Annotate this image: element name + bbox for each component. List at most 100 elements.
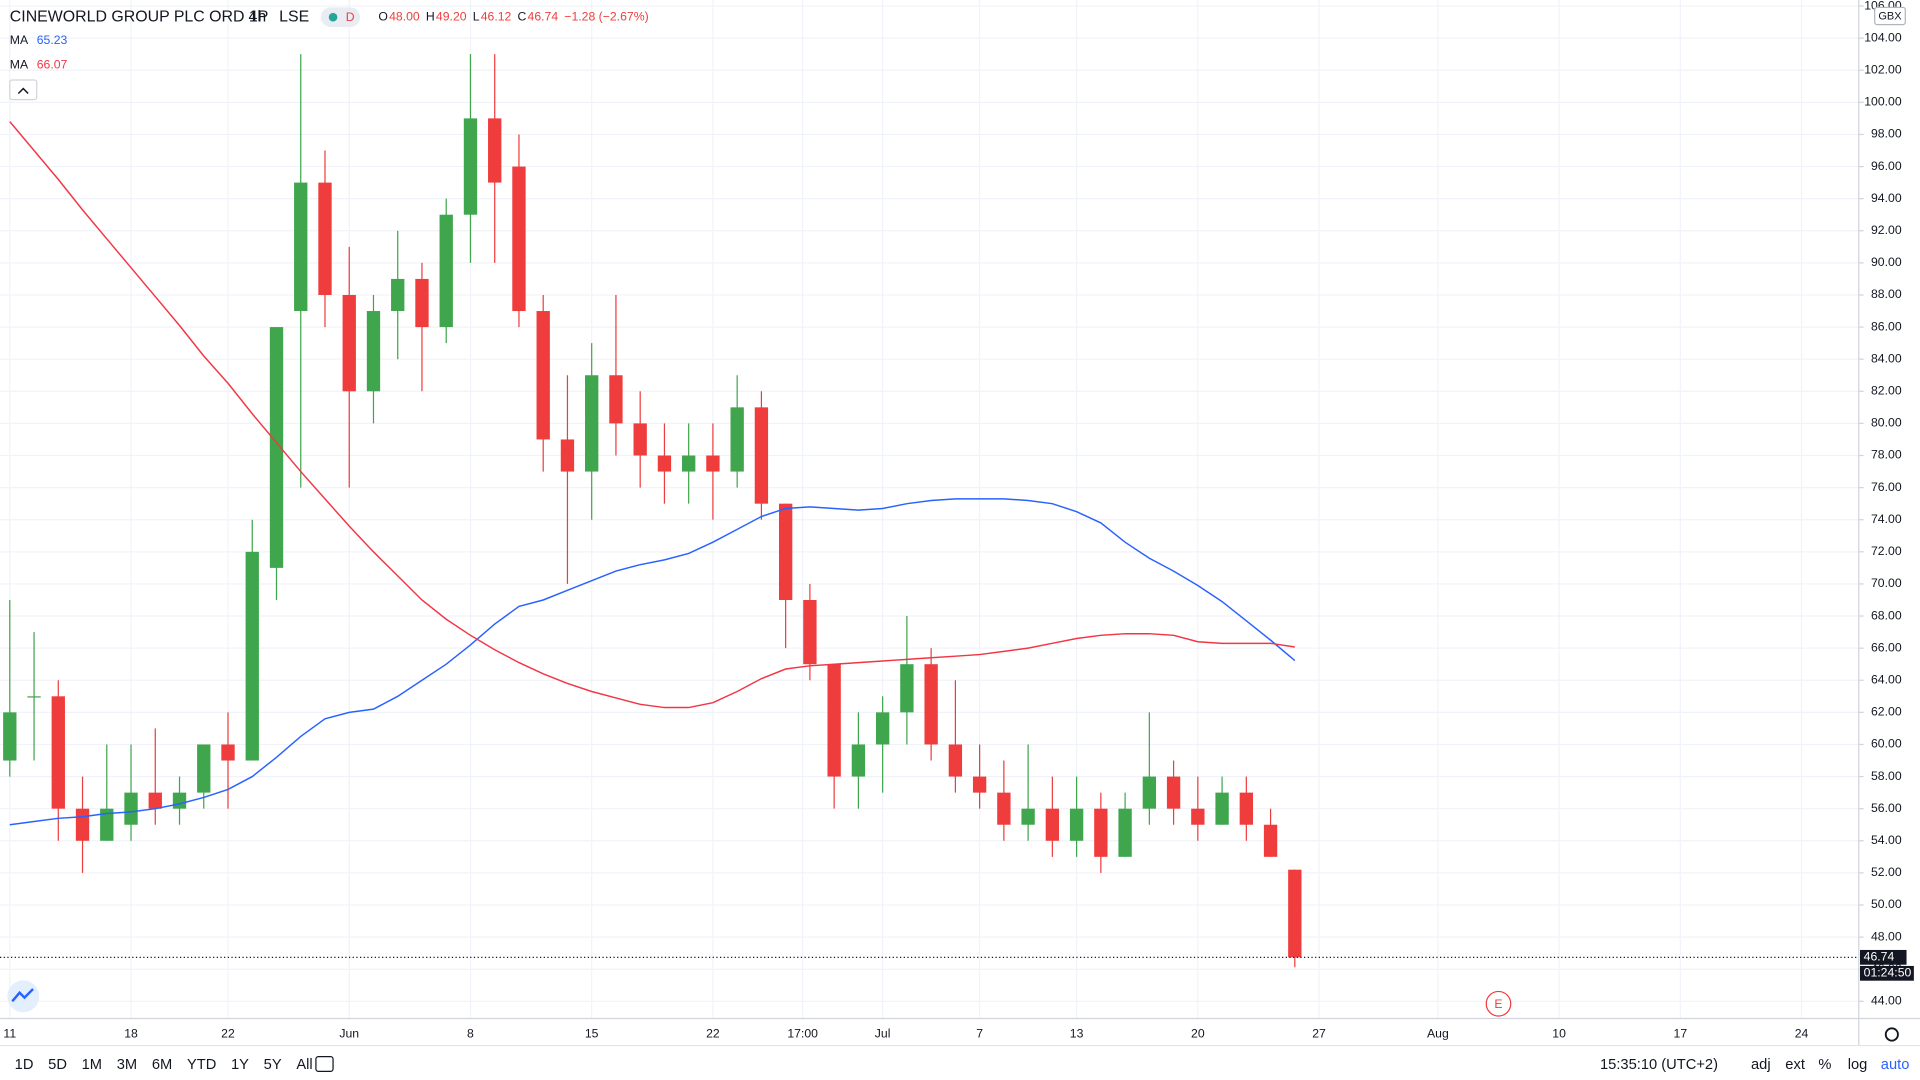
candle-body (803, 599, 817, 665)
period-button[interactable]: 1M (82, 1057, 102, 1073)
ohlc-key: C (517, 9, 526, 23)
ohlc-value: 49.20 (436, 9, 467, 23)
y-tick-label: 50.00 (1871, 897, 1902, 911)
indicator-value: 65.23 (37, 33, 68, 47)
date-range-icon[interactable] (315, 1056, 334, 1073)
period-button[interactable]: 3M (117, 1057, 137, 1073)
candle-body (439, 214, 453, 328)
candle-body (1215, 792, 1229, 825)
candle-body (754, 407, 769, 504)
x-tick-label: 20 (1191, 1027, 1205, 1041)
candle-body (75, 808, 90, 841)
candle-body (294, 182, 308, 312)
candle-body (1166, 776, 1181, 809)
candle-body (1288, 869, 1302, 958)
candle-body (972, 776, 987, 793)
period-button[interactable]: 6M (152, 1057, 172, 1073)
ohlc-value: 48.00 (389, 9, 420, 23)
y-tick-label: 56.00 (1871, 801, 1902, 815)
ohlc-value: 46.74 (528, 9, 559, 23)
symbol-title: CINEWORLD GROUP PLC ORD 1P (10, 8, 269, 25)
change: −1.28 (−2.67%) (564, 9, 648, 23)
status-badge: D (346, 10, 355, 24)
x-tick-label: 17:00 (787, 1027, 818, 1041)
chart-option[interactable]: ext (1785, 1057, 1805, 1073)
candle-body (124, 792, 138, 825)
ohlc-key: O (378, 9, 388, 23)
chart-option[interactable]: auto (1881, 1057, 1910, 1073)
x-tick-label: 27 (1312, 1027, 1326, 1041)
y-tick-label: 90.00 (1871, 255, 1902, 269)
status-pill (320, 7, 360, 28)
collapse-icon (17, 87, 29, 95)
period-button[interactable]: 1Y (231, 1057, 249, 1073)
x-tick-label: 22 (221, 1027, 235, 1041)
candle-body (197, 744, 211, 793)
period-button[interactable]: YTD (187, 1057, 216, 1073)
chart-option[interactable]: adj (1751, 1057, 1771, 1073)
chart-option[interactable]: % (1818, 1057, 1831, 1073)
chart-option[interactable]: log (1848, 1057, 1868, 1073)
candle-body (948, 744, 963, 777)
y-tick-label: 82.00 (1871, 384, 1902, 398)
currency-label: GBX (1878, 11, 1902, 23)
x-tick-label: 18 (124, 1027, 138, 1041)
y-tick-label: 70.00 (1871, 576, 1902, 590)
y-tick-label: 68.00 (1871, 608, 1902, 622)
x-tick-label: Jul (875, 1027, 891, 1041)
candle-body (1142, 776, 1157, 809)
y-tick-label: 64.00 (1871, 672, 1902, 686)
period-button[interactable]: 5D (48, 1057, 67, 1073)
settings-icon[interactable] (1884, 1027, 1899, 1042)
collapse-button[interactable] (9, 79, 38, 101)
y-tick-label: 78.00 (1871, 448, 1902, 462)
moving-average-line (9, 498, 1296, 826)
y-tick-label: 92.00 (1871, 223, 1902, 237)
y-tick-label: 96.00 (1871, 159, 1902, 173)
candle-body (657, 455, 672, 472)
candle-body (512, 166, 526, 312)
x-tick-label: Aug (1427, 1027, 1449, 1041)
candle-body (488, 118, 502, 183)
y-tick-label: 54.00 (1871, 833, 1902, 847)
y-tick-label: 100.00 (1864, 95, 1902, 109)
candle-body (391, 278, 405, 312)
candle-body (1118, 808, 1132, 857)
candle-body (318, 182, 332, 295)
candle-body (415, 278, 429, 328)
grid (0, 0, 1859, 1019)
candle-body (463, 118, 478, 215)
candle-body (633, 423, 647, 456)
y-tick-label: 88.00 (1871, 287, 1902, 301)
y-tick-label: 76.00 (1871, 480, 1902, 494)
y-tick-label: 104.00 (1864, 30, 1902, 44)
period-button[interactable]: 5Y (264, 1057, 282, 1073)
currency-box (1874, 6, 1906, 26)
y-tick-label: 62.00 (1871, 705, 1902, 719)
candle-body (100, 808, 114, 841)
y-tick-label: 72.00 (1871, 544, 1902, 558)
last-price-label: 46.74 (1864, 950, 1895, 964)
y-tick-label: 94.00 (1871, 191, 1902, 205)
candle-body (609, 375, 623, 424)
x-tick-label: 17 (1674, 1027, 1688, 1041)
indicator-name: MA (10, 33, 29, 47)
y-tick-label: 58.00 (1871, 769, 1902, 783)
candle-body (778, 503, 793, 600)
candle-body (1191, 808, 1205, 825)
period-button[interactable]: All (296, 1057, 312, 1073)
candle-body (1263, 824, 1278, 857)
candle-body (172, 792, 187, 809)
candle-body (730, 407, 744, 472)
ohlc-key: L (473, 9, 480, 23)
countdown-label: 01:24:50 (1864, 966, 1912, 980)
period-button[interactable]: 1D (15, 1057, 34, 1073)
candle-body (3, 712, 17, 761)
candle-body (827, 664, 841, 777)
status-dot (328, 12, 338, 22)
candle-body (27, 696, 41, 698)
event-marker[interactable] (1485, 990, 1512, 1017)
